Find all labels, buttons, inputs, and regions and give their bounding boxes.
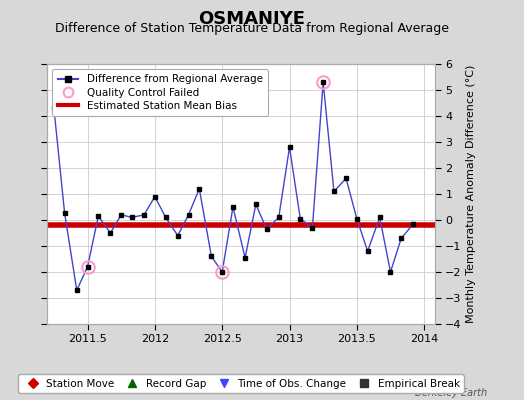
Y-axis label: Monthly Temperature Anomaly Difference (°C): Monthly Temperature Anomaly Difference (… xyxy=(466,65,476,323)
Text: OSMANIYE: OSMANIYE xyxy=(198,10,305,28)
Text: Difference of Station Temperature Data from Regional Average: Difference of Station Temperature Data f… xyxy=(54,22,449,35)
Text: Berkeley Earth: Berkeley Earth xyxy=(415,388,487,398)
Legend: Station Move, Record Gap, Time of Obs. Change, Empirical Break: Station Move, Record Gap, Time of Obs. C… xyxy=(18,374,464,393)
Legend: Difference from Regional Average, Quality Control Failed, Estimated Station Mean: Difference from Regional Average, Qualit… xyxy=(52,69,268,116)
